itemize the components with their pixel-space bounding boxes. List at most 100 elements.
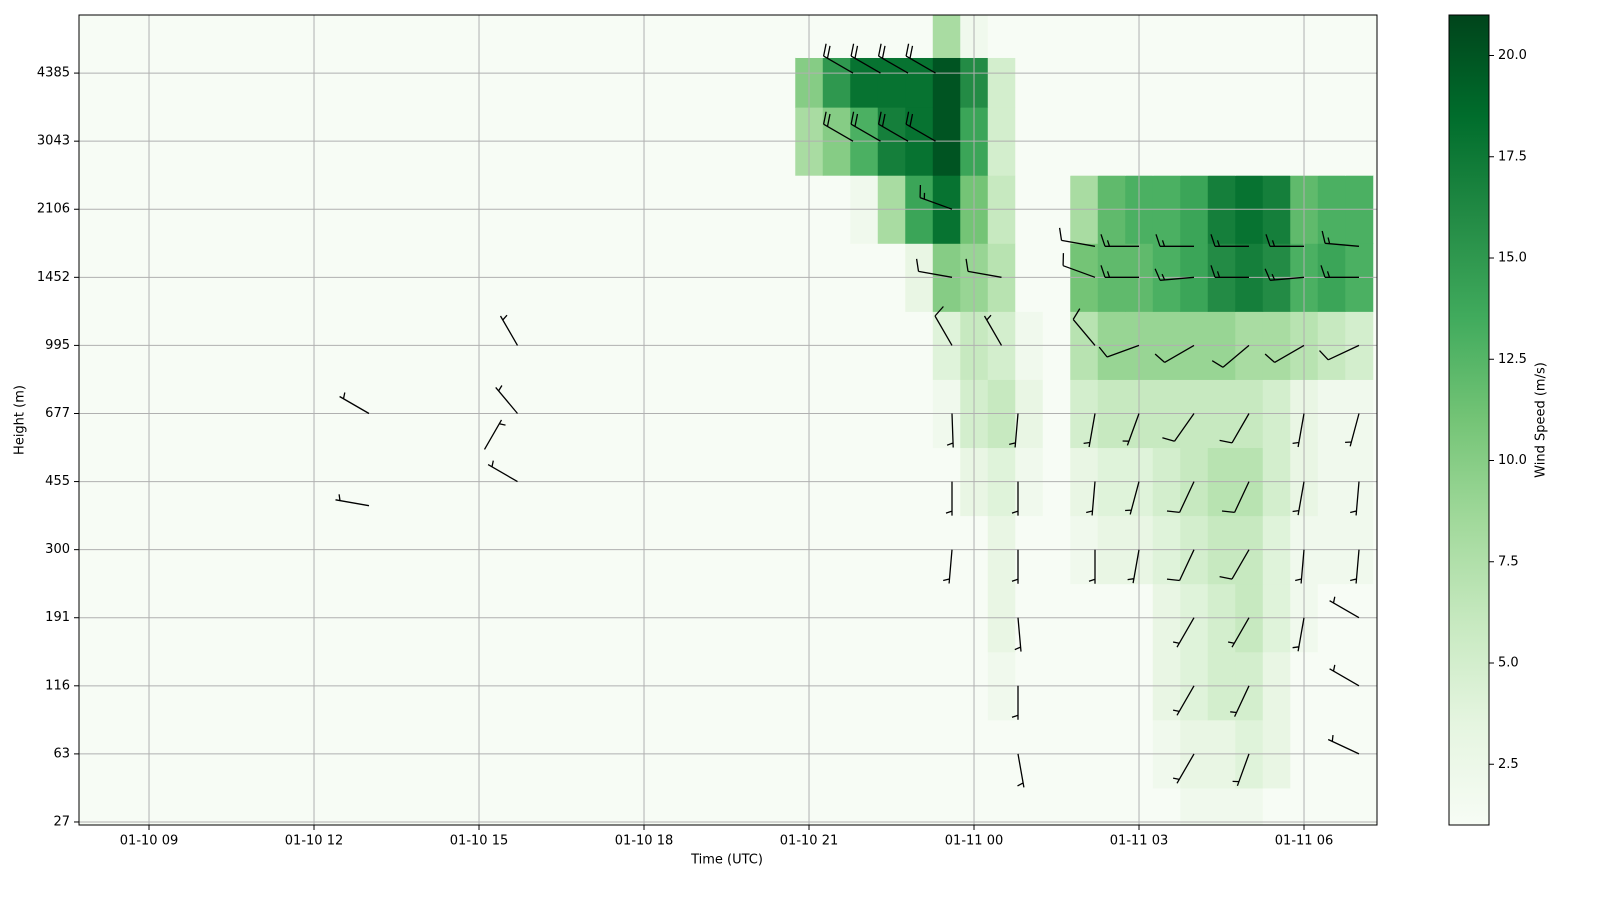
heatmap-cell [1015, 57, 1044, 108]
plot-frame [78, 14, 1378, 826]
wind-barb [483, 419, 506, 450]
wind-barb [1088, 549, 1096, 584]
heatmap-cell [822, 15, 851, 58]
heatmap-cell [1070, 787, 1099, 826]
wind-barb [877, 111, 909, 142]
heatmap-cell [905, 15, 934, 58]
heatmap-cell [1180, 787, 1209, 826]
wind-barb [1100, 234, 1139, 247]
wind-barb [850, 43, 881, 74]
heatmap-cell [822, 787, 851, 826]
wind-barb [1011, 549, 1019, 584]
wind-barb [487, 460, 518, 483]
wind-barb [1350, 481, 1360, 516]
x-tick-label: 01-11 06 [1275, 834, 1333, 849]
wind-barb [499, 314, 519, 346]
heatmap-cell [1180, 15, 1209, 58]
colorbar-tick-label: 5.0 [1498, 656, 1519, 671]
heatmap-cell [1345, 15, 1374, 58]
wind-barb [1319, 344, 1360, 361]
wind-barb [1320, 265, 1359, 278]
y-tick-label: 4385 [37, 66, 70, 81]
wind-barb [1154, 268, 1195, 281]
x-tick-label: 01-10 15 [450, 834, 508, 849]
heatmap-cell [1207, 787, 1236, 826]
wind-barb [822, 43, 854, 74]
heatmap-cell [1262, 15, 1291, 58]
wind-barb [1011, 685, 1019, 720]
wind-barb [1295, 549, 1305, 584]
heatmap-cell [1097, 15, 1126, 58]
wind-barb [1072, 308, 1096, 346]
wind-barb [1327, 735, 1360, 755]
heatmap-cell [1152, 57, 1181, 108]
wind-barb [335, 494, 370, 507]
heatmap-cell [1042, 787, 1071, 826]
wind-barb [1083, 413, 1096, 448]
heatmap-cell [1262, 787, 1291, 826]
y-tick-label: 3043 [37, 134, 70, 149]
heatmap-cell [1207, 57, 1236, 108]
wind-barb [1292, 617, 1305, 652]
wind-barb [1166, 481, 1195, 514]
wind-barb [1350, 549, 1360, 584]
heatmap-cell [1042, 15, 1071, 58]
heatmap-cell [1317, 787, 1346, 826]
wind-barb [1219, 413, 1250, 444]
colorbar-tick-label: 7.5 [1498, 554, 1519, 569]
y-tick-label: 995 [45, 338, 70, 353]
wind-barb [1162, 413, 1195, 442]
wind-barb [915, 258, 953, 278]
heatmap-cell [822, 57, 851, 108]
heatmap-cell [905, 57, 934, 108]
wind-barb [495, 385, 518, 414]
wind-barb [1172, 617, 1195, 648]
wind-barb [1127, 549, 1140, 584]
heatmap-cell [1317, 57, 1346, 108]
y-tick-label: 300 [45, 542, 70, 557]
y-tick-label: 2106 [37, 202, 70, 217]
wind-barb [1265, 234, 1304, 247]
heatmap-cell [1262, 57, 1291, 108]
wind-barb [1232, 753, 1250, 787]
y-tick-label: 1452 [37, 270, 70, 285]
colorbar-tick-label: 17.5 [1498, 149, 1527, 164]
wind-barb [1155, 234, 1194, 247]
colorbar-label: Wind Speed (m/s) [1534, 362, 1549, 478]
heatmap-cell [1070, 57, 1099, 108]
heatmap-cell [1235, 787, 1264, 826]
x-tick-label: 01-10 18 [615, 834, 673, 849]
y-tick-label: 116 [45, 678, 70, 693]
x-axis-label: Time (UTC) [690, 853, 763, 868]
heatmap-cell [877, 57, 906, 108]
wind-barb [1292, 481, 1305, 516]
wind-barb [1219, 549, 1250, 580]
x-tick-label: 01-10 09 [120, 834, 178, 849]
heatmap-cell [1152, 787, 1181, 826]
heatmap-cell [850, 787, 879, 826]
wind-barb [1086, 481, 1096, 516]
wind-barb [1017, 753, 1025, 788]
heatmap-cell [1042, 57, 1071, 108]
heatmap [795, 15, 1374, 826]
wind-barb [1125, 481, 1140, 515]
wind-barb [1329, 664, 1360, 687]
wind-barb [919, 184, 953, 210]
heatmap-cell [932, 15, 961, 58]
heatmap-cell [850, 15, 879, 58]
wind-barb [1345, 413, 1360, 447]
heatmap-cell [1097, 787, 1126, 826]
x-tick-label: 01-10 12 [285, 834, 343, 849]
heatmap-cell [987, 787, 1016, 826]
wind-barb [1210, 265, 1249, 278]
x-tick-label: 01-11 03 [1110, 834, 1168, 849]
heatmap-cell [1015, 787, 1044, 826]
y-tick-label: 677 [45, 406, 70, 421]
wind-barb [945, 481, 953, 516]
axes: 01-10 09 01-10 12 01-10 15 01-10 18 01-10 21… [37, 48, 1527, 849]
wind-barb [946, 413, 954, 448]
wind-barb [1211, 344, 1250, 368]
wind-barb [965, 258, 1002, 278]
heatmap-cell [1207, 15, 1236, 58]
